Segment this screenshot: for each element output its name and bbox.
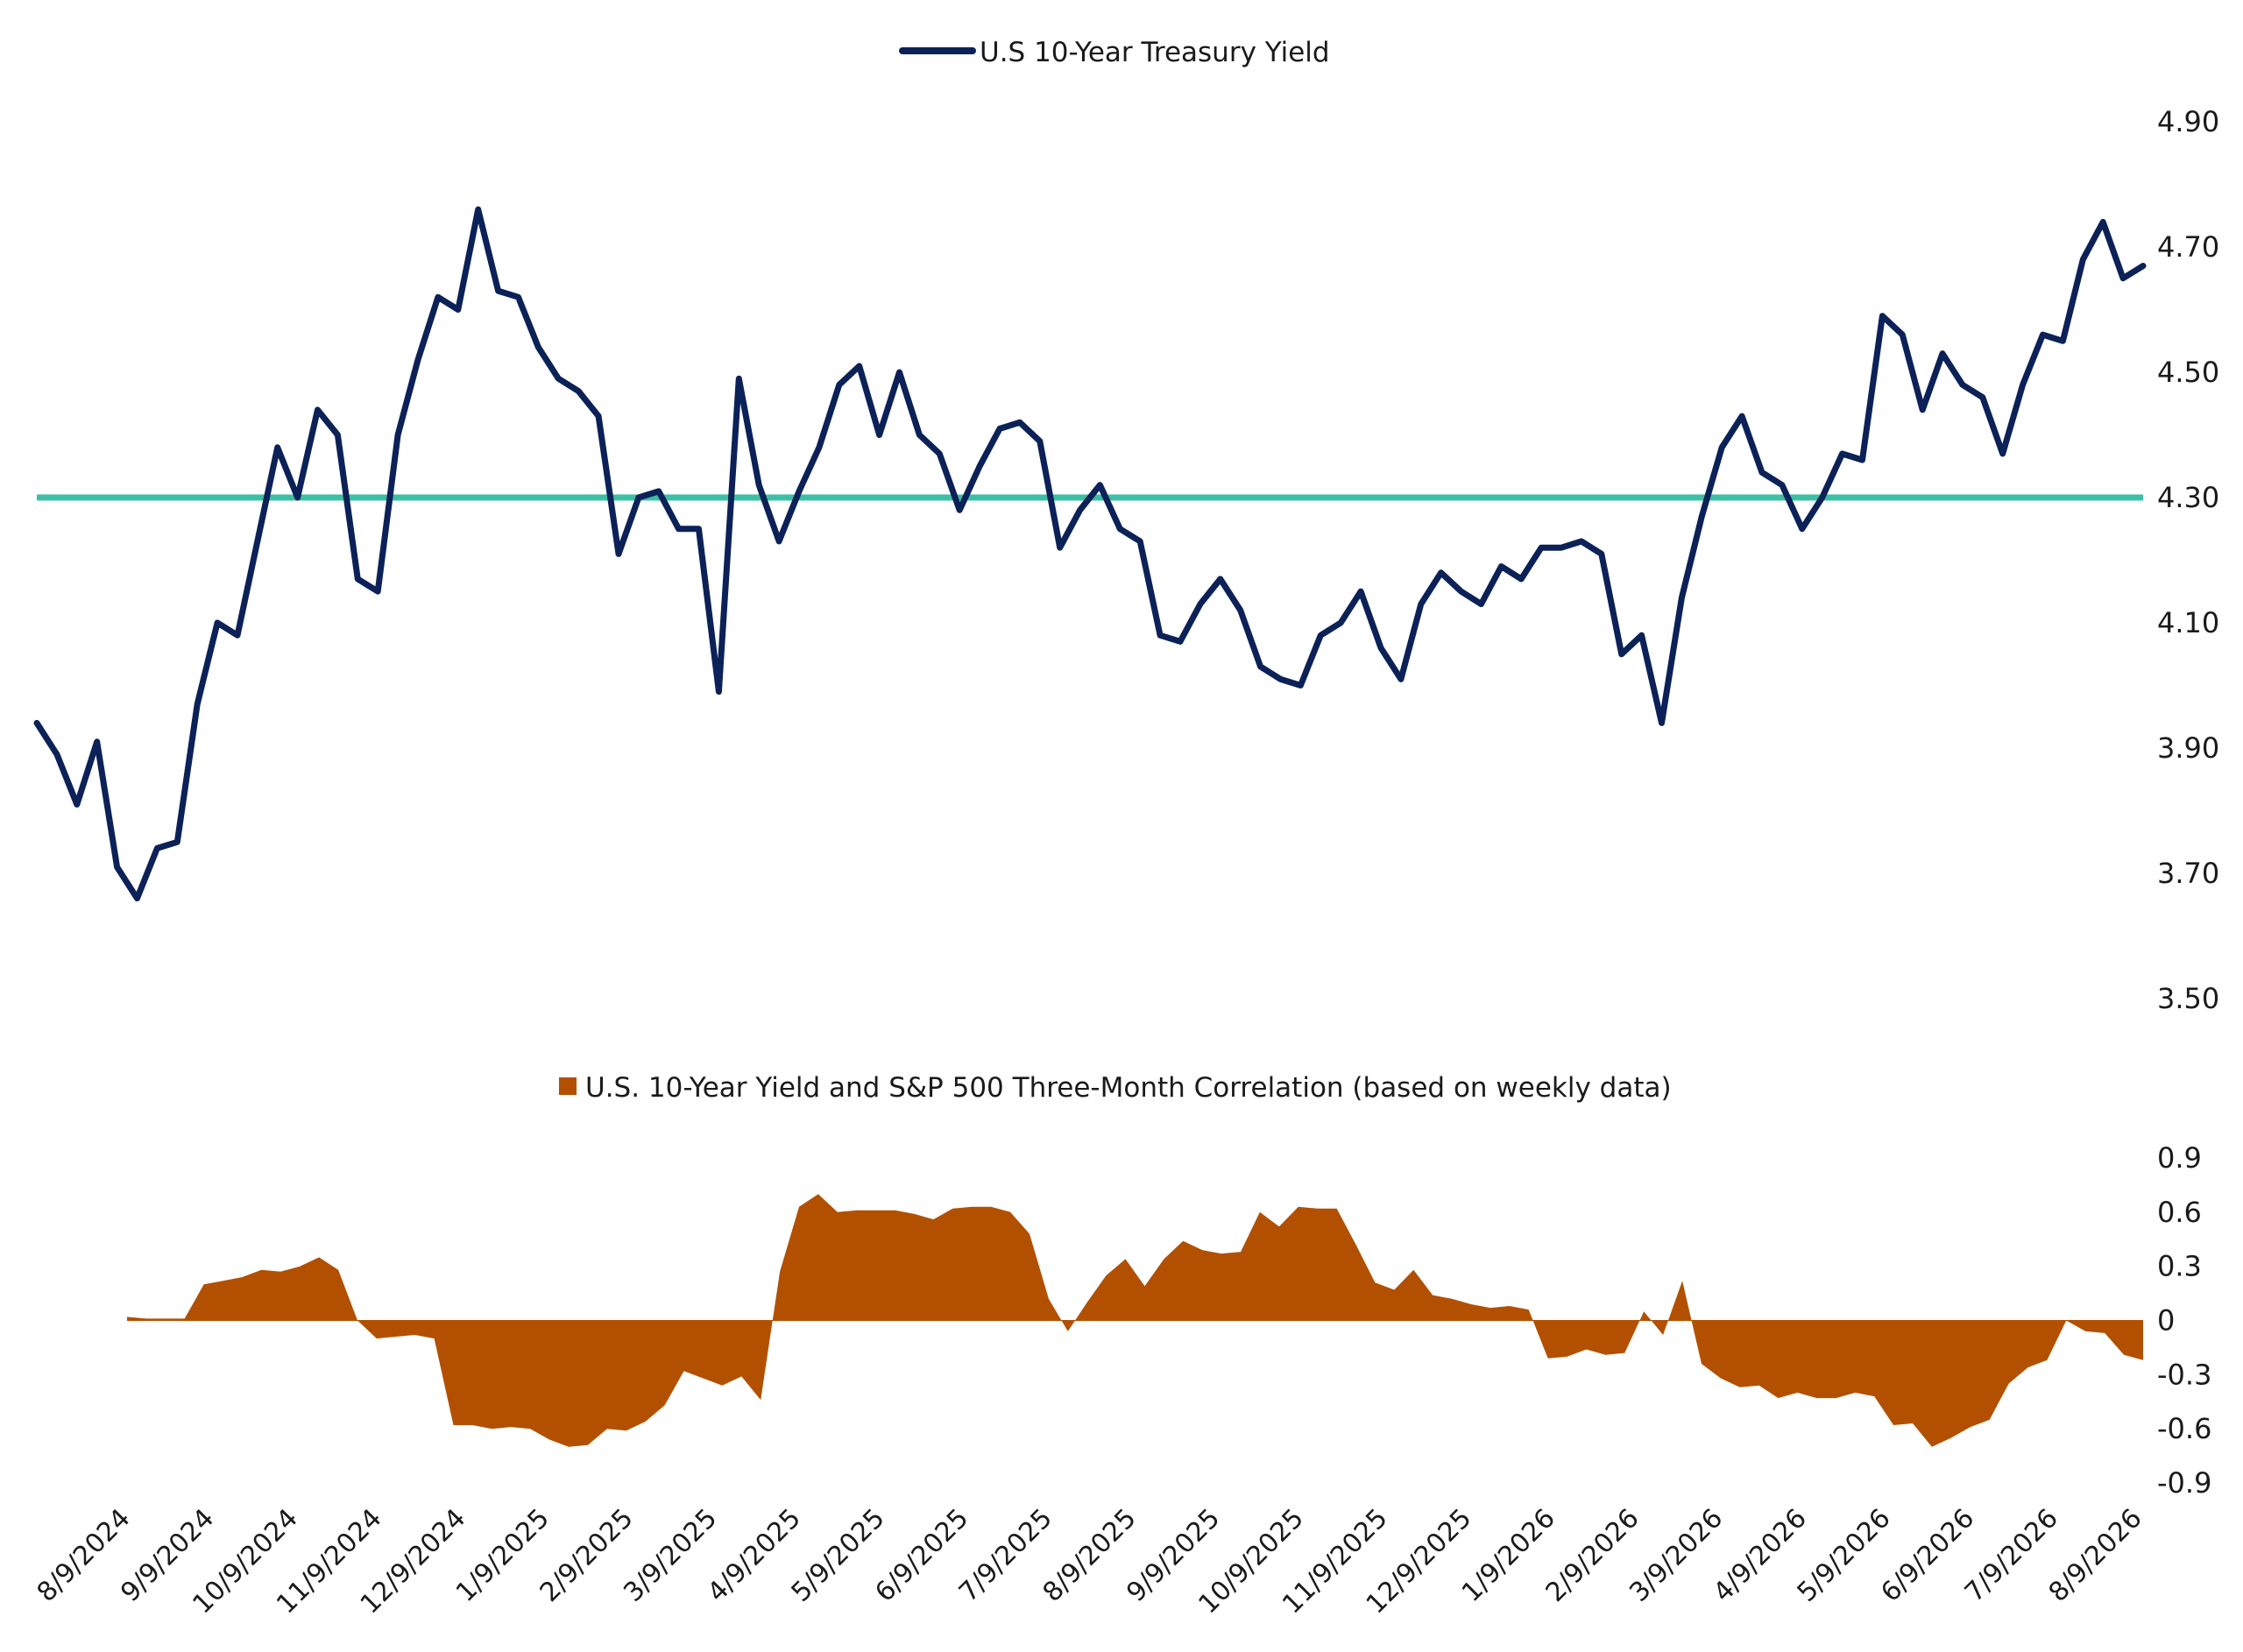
correlation-y-tick: -0.3 bbox=[2157, 1358, 2211, 1391]
yield-y-tick: 4.70 bbox=[2157, 230, 2219, 264]
correlation-y-axis: 0.9 0.6 0.3 0 -0.3 -0.6 -0.9 bbox=[2157, 1141, 2211, 1500]
yield-y-tick: 4.50 bbox=[2157, 356, 2219, 389]
yield-series-line bbox=[33, 206, 2147, 902]
yield-points bbox=[36, 209, 2144, 899]
yield-y-tick: 4.90 bbox=[2157, 105, 2219, 138]
correlation-points bbox=[126, 1194, 2144, 1447]
yield-legend-label: U.S 10-Year Treasury Yield bbox=[980, 37, 1330, 68]
correlation-y-tick: 0.3 bbox=[2157, 1250, 2202, 1283]
yield-y-tick: 4.30 bbox=[2157, 481, 2219, 514]
yield-y-tick: 4.10 bbox=[2157, 606, 2219, 639]
yield-legend: U.S 10-Year Treasury Yield bbox=[899, 37, 1330, 68]
x-axis: 8/9/20249/9/202410/9/202411/9/202412/9/2… bbox=[32, 1503, 2148, 1620]
correlation-legend-label: U.S. 10-Year Yield and S&P 500 Three-Mon… bbox=[585, 1072, 1672, 1104]
yield-y-axis: 4.90 4.70 4.50 4.30 4.10 3.90 3.70 3.50 bbox=[2157, 105, 2219, 1015]
correlation-y-tick: 0.9 bbox=[2157, 1141, 2202, 1175]
yield-y-tick: 3.50 bbox=[2157, 982, 2219, 1015]
correlation-y-tick: 0.6 bbox=[2157, 1196, 2202, 1229]
yield-y-tick: 3.90 bbox=[2157, 731, 2219, 765]
correlation-legend-swatch bbox=[559, 1077, 577, 1095]
correlation-legend: U.S. 10-Year Yield and S&P 500 Three-Mon… bbox=[559, 1072, 1672, 1104]
correlation-y-tick: -0.9 bbox=[2157, 1466, 2211, 1500]
x-tick-label: 8/9/2026 bbox=[2043, 1503, 2148, 1608]
yield-y-tick: 3.70 bbox=[2157, 857, 2219, 890]
correlation-y-tick: -0.6 bbox=[2157, 1412, 2211, 1445]
correlation-y-tick: 0 bbox=[2157, 1304, 2175, 1338]
